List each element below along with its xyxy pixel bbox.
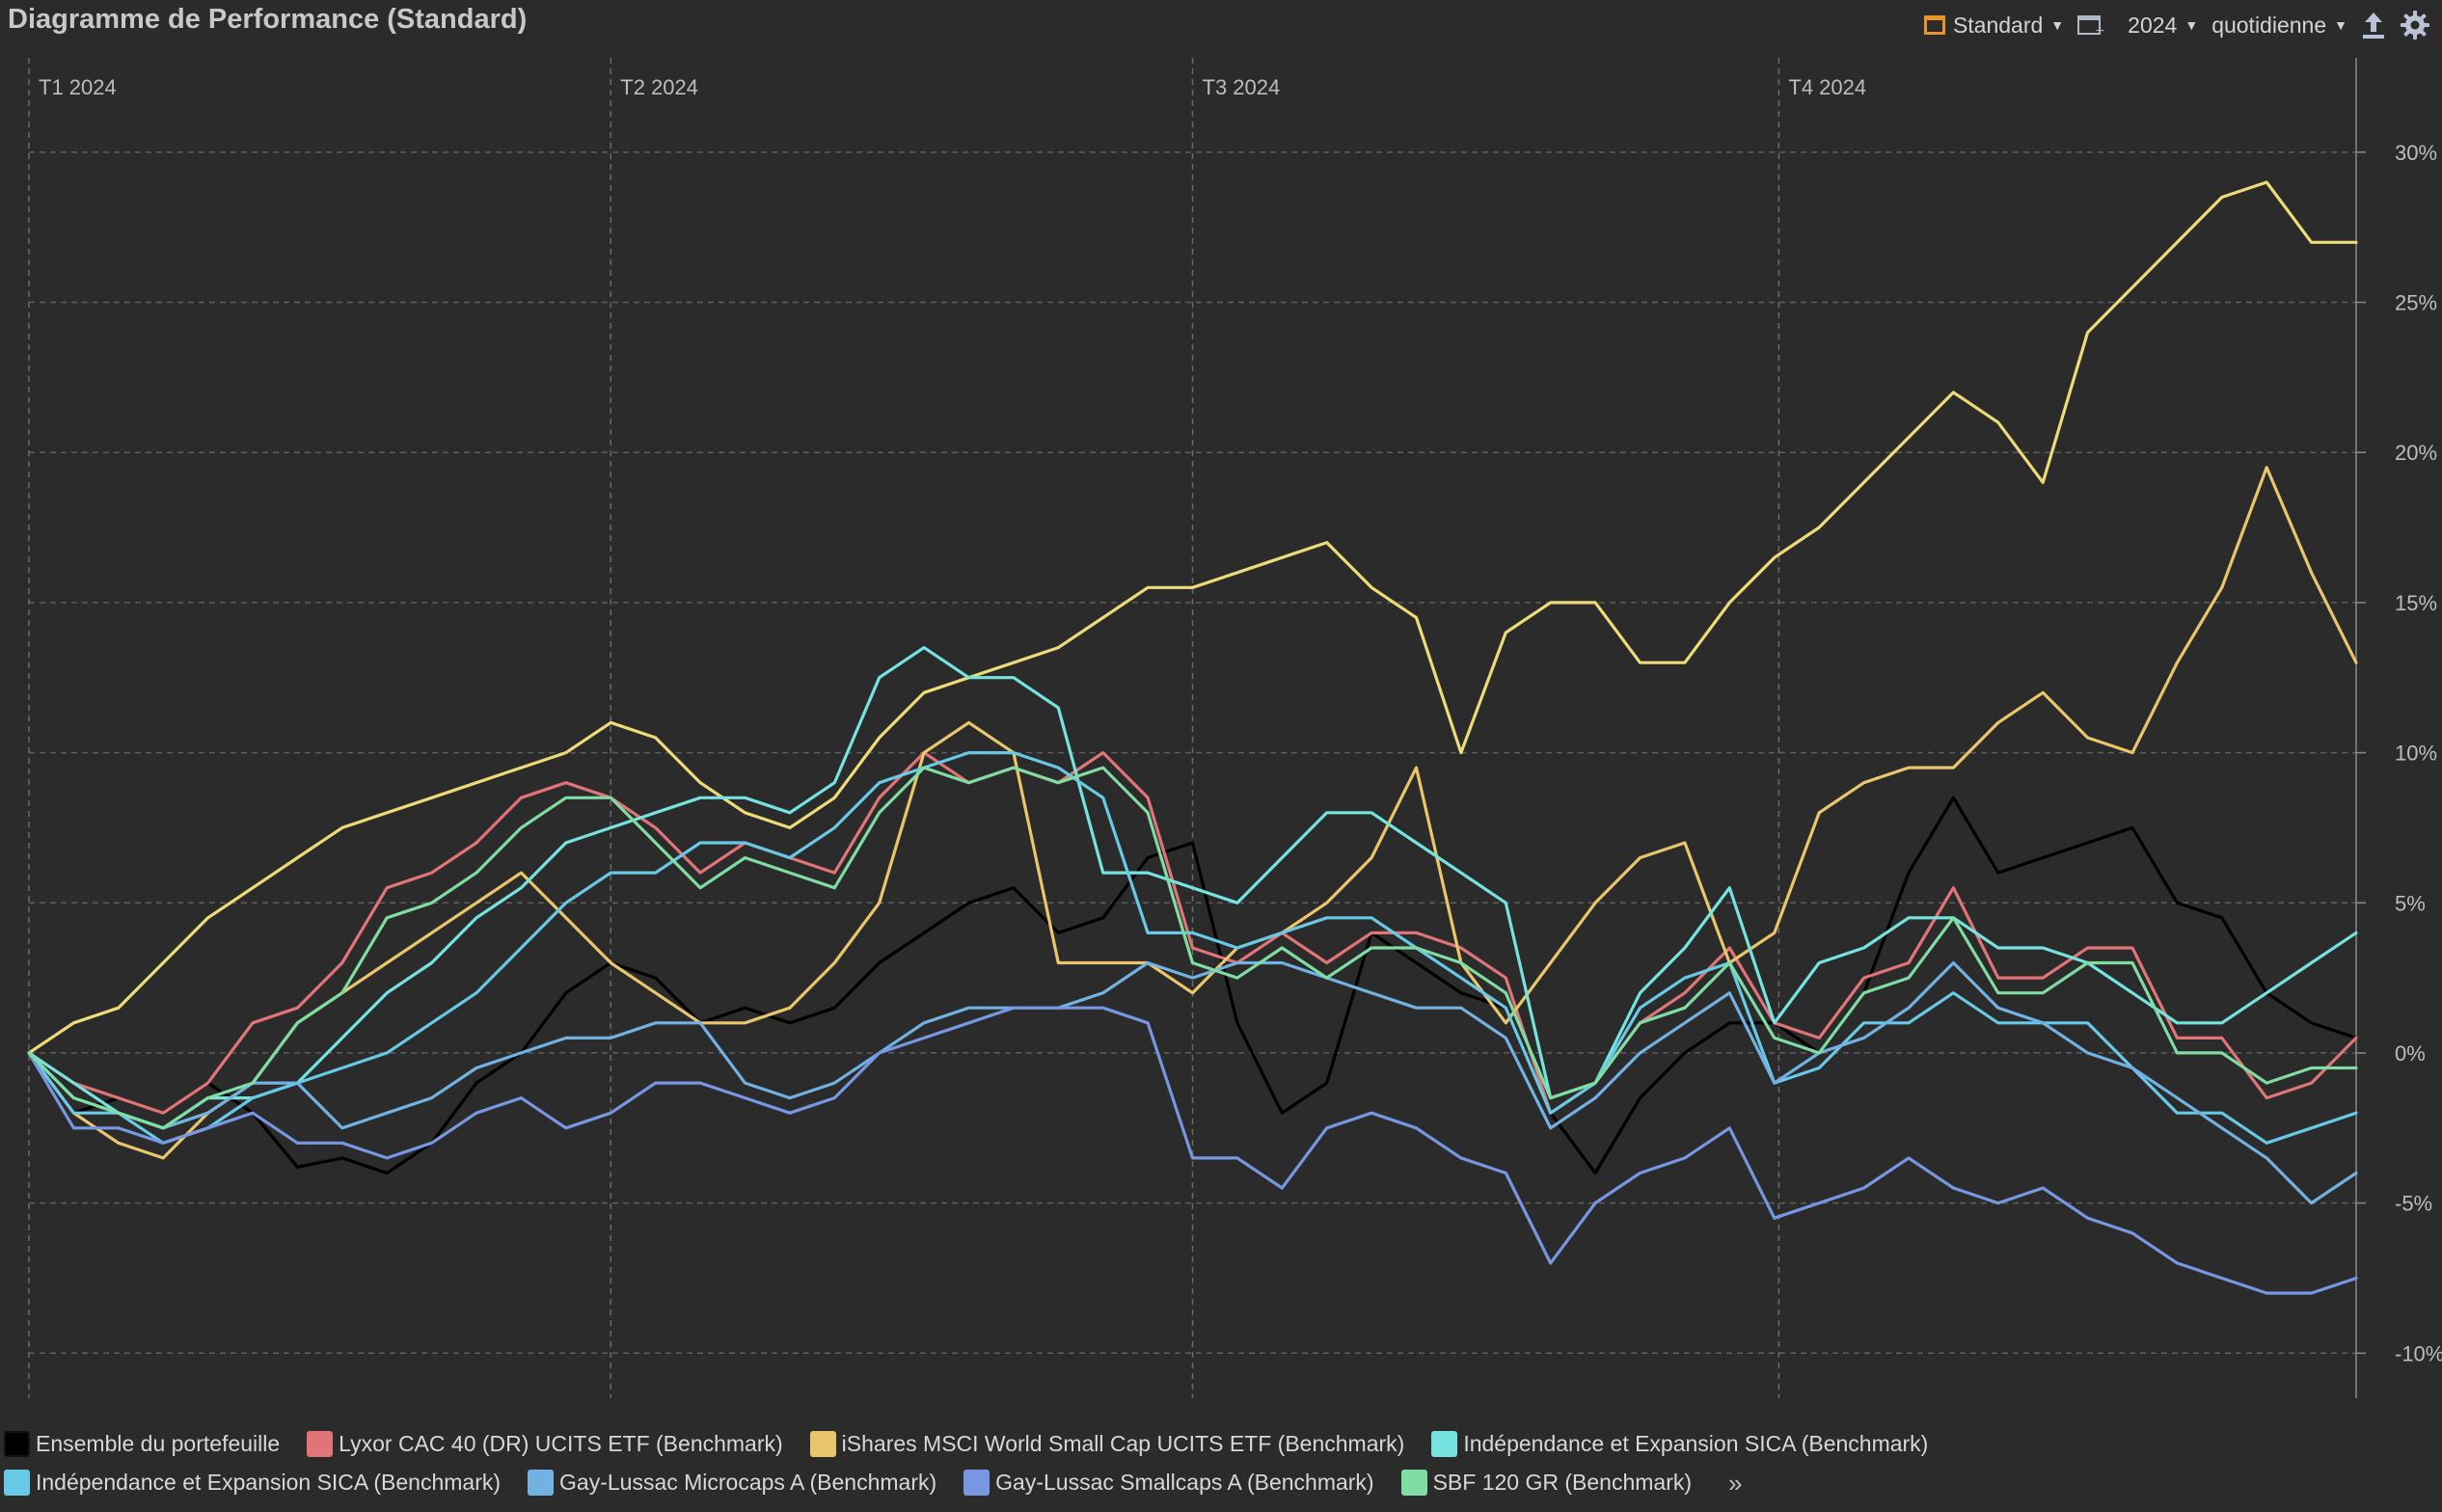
- legend-item-gay-lussac-microcaps[interactable]: Gay-Lussac Microcaps A (Benchmark): [528, 1469, 936, 1496]
- legend-label: Gay-Lussac Smallcaps A (Benchmark): [995, 1469, 1374, 1495]
- y-tick-label: 30%: [2395, 141, 2437, 165]
- legend-swatch: [4, 1430, 30, 1457]
- series-line-1: [27, 796, 2358, 1175]
- legend-swatch: [4, 1469, 30, 1496]
- y-tick-label: 20%: [2395, 441, 2437, 465]
- legend-item-lyxor-cac40[interactable]: Lyxor CAC 40 (DR) UCITS ETF (Benchmark): [307, 1430, 783, 1457]
- y-tick-label: 25%: [2395, 291, 2437, 315]
- series-line-5: [27, 645, 2358, 1130]
- legend-label: iShares MSCI World Small Cap UCITS ETF (…: [841, 1430, 1405, 1456]
- quarter-label: T3 2024: [1203, 75, 1281, 99]
- gear-icon[interactable]: [2400, 10, 2430, 40]
- frequency-dropdown[interactable]: quotidienne ▼: [2211, 13, 2347, 39]
- legend-item-ishares-msci-world-small-cap[interactable]: iShares MSCI World Small Cap UCITS ETF (…: [809, 1430, 1405, 1457]
- legend-item-independance-expansion-2[interactable]: Indépendance et Expansion SICA (Benchmar…: [4, 1469, 501, 1496]
- series-line-2: [27, 750, 2358, 1115]
- page-title: Diagramme de Performance (Standard): [8, 4, 528, 35]
- legend-item-sbf-120-gr[interactable]: SBF 120 GR (Benchmark): [1400, 1469, 1693, 1496]
- series-line-8: [27, 1006, 2358, 1295]
- legend-label: Lyxor CAC 40 (DR) UCITS ETF (Benchmark): [339, 1430, 783, 1456]
- window-add-icon[interactable]: [2077, 15, 2104, 40]
- standard-dropdown[interactable]: Standard ▼: [1923, 12, 2065, 39]
- standard-label: Standard: [1952, 12, 2044, 38]
- legend-swatch: [1431, 1430, 1458, 1457]
- legend-swatch: [307, 1430, 334, 1457]
- legend: Ensemble du portefeuille Lyxor CAC 40 (D…: [4, 1430, 2049, 1498]
- toolbar: Standard ▼ 2024 ▼ quotidienne ▼: [1923, 6, 2430, 44]
- series-line-9: [27, 766, 2358, 1130]
- legend-item-gay-lussac-smallcaps[interactable]: Gay-Lussac Smallcaps A (Benchmark): [963, 1469, 1374, 1496]
- legend-label: SBF 120 GR (Benchmark): [1432, 1469, 1693, 1495]
- legend-item-ensemble-portefeuille[interactable]: Ensemble du portefeuille: [4, 1430, 280, 1457]
- standard-icon: [1923, 15, 1945, 35]
- legend-swatch: [963, 1469, 990, 1496]
- performance-chart: 30% 25% 20% 15% 10% 5% 0% -5% -10% T1 2024 T2 2024…: [27, 58, 2442, 1398]
- legend-label: Indépendance et Expansion SICA (Benchmar…: [1463, 1430, 1929, 1456]
- legend-item-independance-expansion-1[interactable]: Indépendance et Expansion SICA (Benchmar…: [1431, 1430, 1928, 1457]
- chevron-down-icon: ▼: [2334, 17, 2347, 33]
- legend-swatch: [809, 1430, 836, 1457]
- series-line-3: [27, 180, 2358, 1055]
- chevron-down-icon: ▼: [2184, 17, 2199, 33]
- frequency-label: quotidienne: [2211, 12, 2327, 38]
- year-label: 2024: [2128, 12, 2178, 38]
- legend-swatch: [1400, 1469, 1427, 1496]
- legend-label: Indépendance et Expansion SICA (Benchmar…: [36, 1469, 502, 1495]
- y-tick-label: 15%: [2395, 591, 2437, 615]
- series-line-4: [27, 466, 2358, 1160]
- year-dropdown[interactable]: 2024 ▼: [2128, 13, 2198, 39]
- y-tick-label: 0%: [2395, 1041, 2426, 1066]
- quarter-label: T4 2024: [1788, 75, 1866, 99]
- legend-more-button[interactable]: »: [1728, 1469, 1743, 1498]
- quarter-label: T1 2024: [39, 75, 117, 99]
- quarter-label: T2 2024: [620, 75, 698, 99]
- legend-swatch: [528, 1469, 555, 1496]
- legend-label: Gay-Lussac Microcaps A (Benchmark): [559, 1469, 937, 1495]
- series-line-7: [27, 960, 2358, 1205]
- y-tick-label: -5%: [2395, 1192, 2432, 1216]
- series-line-6: [27, 750, 2358, 1145]
- y-tick-label: 10%: [2395, 742, 2437, 766]
- y-tick-label: 5%: [2395, 891, 2426, 915]
- upload-icon[interactable]: [2361, 11, 2386, 40]
- y-tick-label: -10%: [2395, 1341, 2442, 1365]
- legend-label: Ensemble du portefeuille: [36, 1430, 281, 1456]
- chevron-down-icon: ▼: [2050, 17, 2065, 33]
